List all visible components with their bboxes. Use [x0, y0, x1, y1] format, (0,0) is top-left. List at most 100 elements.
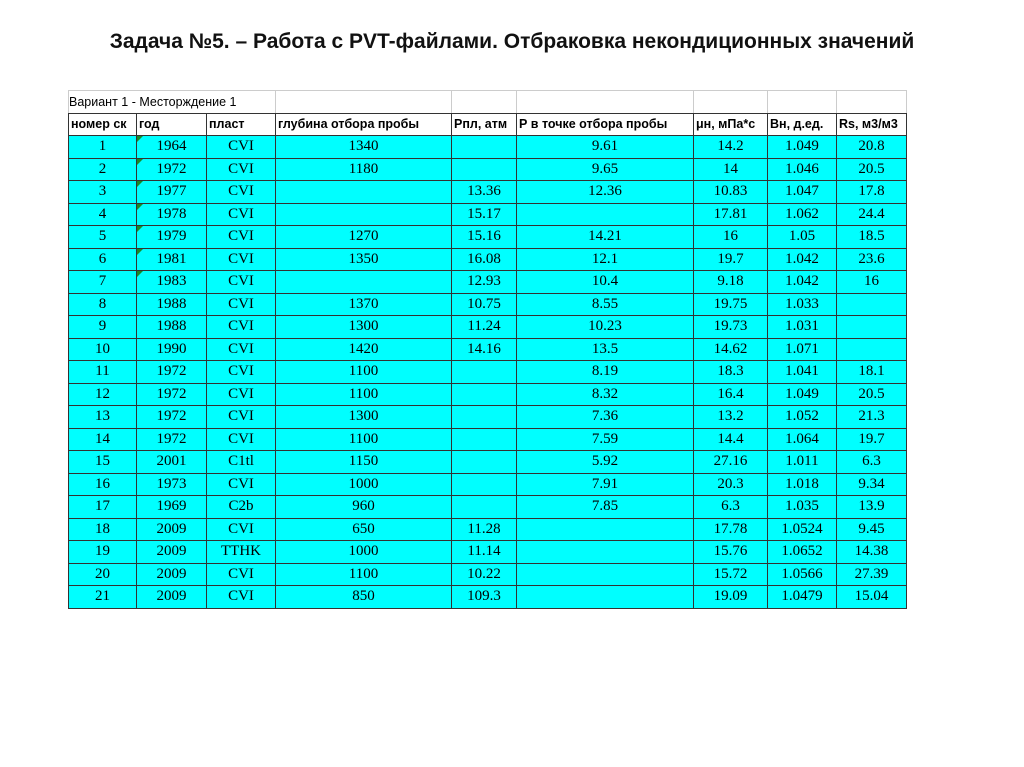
cell-well-number[interactable]: 12 [68, 382, 137, 406]
cell-oil-fvf[interactable]: 1.011 [767, 450, 837, 474]
cell-sample-depth[interactable]: 1300 [275, 315, 452, 339]
cell-year[interactable]: 2009 [136, 562, 207, 586]
cell-year[interactable]: 1988 [136, 315, 207, 339]
cell-well-number[interactable]: 1 [68, 135, 137, 159]
cell-sample-pressure[interactable] [516, 202, 694, 226]
cell-sample-depth[interactable]: 1370 [275, 292, 452, 316]
cell-formation[interactable]: CVI [206, 517, 276, 541]
cell-oil-fvf[interactable]: 1.049 [767, 135, 837, 159]
cell-reservoir-pressure[interactable]: 13.36 [451, 180, 517, 204]
cell-gas-oil-ratio[interactable]: 27.39 [836, 562, 907, 586]
cell-sample-pressure[interactable]: 9.61 [516, 135, 694, 159]
cell-reservoir-pressure[interactable]: 11.24 [451, 315, 517, 339]
cell-well-number[interactable]: 18 [68, 517, 137, 541]
cell-well-number[interactable]: 20 [68, 562, 137, 586]
cell-sample-depth[interactable]: 1350 [275, 247, 452, 271]
cell-well-number[interactable]: 3 [68, 180, 137, 204]
cell-sample-depth[interactable]: 1420 [275, 337, 452, 361]
cell-formation[interactable]: CVI [206, 225, 276, 249]
cell-year[interactable]: 1972 [136, 427, 207, 451]
cell-sample-depth[interactable]: 1100 [275, 562, 452, 586]
cell-year[interactable]: 2001 [136, 450, 207, 474]
cell-formation[interactable]: CVI [206, 180, 276, 204]
cell-reservoir-pressure[interactable]: 15.16 [451, 225, 517, 249]
cell-gas-oil-ratio[interactable] [836, 337, 907, 361]
cell-formation[interactable]: CVI [206, 337, 276, 361]
cell-year[interactable]: 1972 [136, 382, 207, 406]
cell-gas-oil-ratio[interactable]: 17.8 [836, 180, 907, 204]
cell-oil-fvf[interactable]: 1.031 [767, 315, 837, 339]
cell-sample-pressure[interactable]: 8.19 [516, 360, 694, 384]
cell-gas-oil-ratio[interactable]: 16 [836, 270, 907, 294]
cell-gas-oil-ratio[interactable]: 20.8 [836, 135, 907, 159]
cell-formation[interactable]: CVI [206, 157, 276, 181]
cell-sample-depth[interactable] [275, 270, 452, 294]
cell-sample-pressure[interactable] [516, 585, 694, 609]
cell-reservoir-pressure[interactable]: 11.28 [451, 517, 517, 541]
cell-oil-fvf[interactable]: 1.042 [767, 247, 837, 271]
cell-oil-viscosity[interactable]: 19.75 [693, 292, 768, 316]
cell-oil-viscosity[interactable]: 14.62 [693, 337, 768, 361]
cell-sample-depth[interactable]: 1180 [275, 157, 452, 181]
cell-year[interactable]: 1978 [136, 202, 207, 226]
cell-sample-depth[interactable]: 1340 [275, 135, 452, 159]
cell-oil-viscosity[interactable]: 14.4 [693, 427, 768, 451]
cell-gas-oil-ratio[interactable]: 15.04 [836, 585, 907, 609]
cell-well-number[interactable]: 8 [68, 292, 137, 316]
cell-reservoir-pressure[interactable]: 10.22 [451, 562, 517, 586]
cell-sample-pressure[interactable]: 12.36 [516, 180, 694, 204]
cell-reservoir-pressure[interactable] [451, 360, 517, 384]
cell-formation[interactable]: CVI [206, 562, 276, 586]
cell-oil-fvf[interactable]: 1.0652 [767, 540, 837, 564]
cell-reservoir-pressure[interactable]: 10.75 [451, 292, 517, 316]
cell-sample-depth[interactable] [275, 202, 452, 226]
cell-year[interactable]: 1972 [136, 405, 207, 429]
cell-well-number[interactable]: 16 [68, 472, 137, 496]
cell-formation[interactable]: TTHK [206, 540, 276, 564]
cell-sample-pressure[interactable]: 7.91 [516, 472, 694, 496]
cell-oil-viscosity[interactable]: 18.3 [693, 360, 768, 384]
cell-sample-pressure[interactable]: 12.1 [516, 247, 694, 271]
cell-formation[interactable]: CVI [206, 315, 276, 339]
cell-well-number[interactable]: 6 [68, 247, 137, 271]
cell-oil-fvf[interactable]: 1.052 [767, 405, 837, 429]
cell-reservoir-pressure[interactable] [451, 427, 517, 451]
cell-well-number[interactable]: 11 [68, 360, 137, 384]
cell-oil-viscosity[interactable]: 27.16 [693, 450, 768, 474]
cell-oil-viscosity[interactable]: 15.76 [693, 540, 768, 564]
cell-sample-depth[interactable]: 1270 [275, 225, 452, 249]
cell-well-number[interactable]: 2 [68, 157, 137, 181]
cell-formation[interactable]: CVI [206, 472, 276, 496]
cell-formation[interactable]: C2b [206, 495, 276, 519]
cell-sample-depth[interactable]: 1000 [275, 472, 452, 496]
cell-oil-fvf[interactable]: 1.033 [767, 292, 837, 316]
cell-sample-depth[interactable]: 1300 [275, 405, 452, 429]
cell-gas-oil-ratio[interactable]: 21.3 [836, 405, 907, 429]
cell-oil-fvf[interactable]: 1.05 [767, 225, 837, 249]
cell-gas-oil-ratio[interactable]: 14.38 [836, 540, 907, 564]
cell-oil-viscosity[interactable]: 19.7 [693, 247, 768, 271]
cell-gas-oil-ratio[interactable]: 9.34 [836, 472, 907, 496]
cell-reservoir-pressure[interactable] [451, 495, 517, 519]
cell-sample-depth[interactable]: 1000 [275, 540, 452, 564]
cell-reservoir-pressure[interactable]: 15.17 [451, 202, 517, 226]
cell-sample-depth[interactable]: 1100 [275, 360, 452, 384]
cell-sample-pressure[interactable]: 7.59 [516, 427, 694, 451]
cell-well-number[interactable]: 13 [68, 405, 137, 429]
cell-reservoir-pressure[interactable]: 12.93 [451, 270, 517, 294]
cell-year[interactable]: 1969 [136, 495, 207, 519]
cell-reservoir-pressure[interactable] [451, 450, 517, 474]
cell-gas-oil-ratio[interactable]: 9.45 [836, 517, 907, 541]
cell-sample-pressure[interactable]: 10.4 [516, 270, 694, 294]
cell-formation[interactable]: CVI [206, 247, 276, 271]
cell-formation[interactable]: CVI [206, 427, 276, 451]
cell-sample-pressure[interactable]: 7.85 [516, 495, 694, 519]
cell-sample-pressure[interactable]: 10.23 [516, 315, 694, 339]
cell-oil-viscosity[interactable]: 16.4 [693, 382, 768, 406]
cell-sample-depth[interactable]: 1150 [275, 450, 452, 474]
cell-sample-pressure[interactable] [516, 540, 694, 564]
cell-year[interactable]: 1990 [136, 337, 207, 361]
cell-year[interactable]: 1981 [136, 247, 207, 271]
cell-well-number[interactable]: 17 [68, 495, 137, 519]
cell-well-number[interactable]: 15 [68, 450, 137, 474]
